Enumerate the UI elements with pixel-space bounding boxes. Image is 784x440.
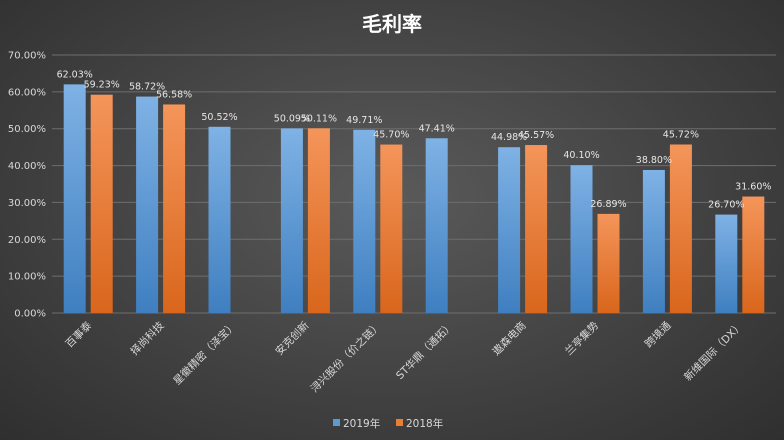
data-label: 44.98% [491,132,527,143]
chart-title: 毛利率 [362,12,422,36]
legend-label-2018: 2018年 [406,417,443,430]
legend-swatch-2019 [333,419,340,426]
data-label: 26.89% [590,199,626,210]
data-label: 45.57% [518,130,554,141]
data-label-layer: 62.03%59.23% 58.72%56.58% 50.52% 50.09%50.1… [57,69,772,210]
bar-2018 [307,128,330,313]
bar-2019 [425,138,448,313]
bar-2018 [669,144,692,313]
bar-2018 [163,104,186,314]
bar-2019 [136,96,159,313]
data-label: 50.09% [274,113,310,124]
bar-2018 [380,144,403,313]
data-label: 56.58% [156,89,192,100]
bar-2019 [570,165,593,313]
bar-2018 [597,213,620,313]
y-tick-label: 0.00% [14,309,46,320]
data-label: 26.70% [708,200,744,211]
data-label: 50.52% [201,112,237,123]
bar-2019 [642,169,665,313]
y-tick-label: 70.00% [8,51,46,62]
y-tick-label: 20.00% [8,235,46,246]
y-tick-label: 60.00% [8,87,46,98]
legend: 2019年 2018年 [333,417,443,430]
data-label: 47.41% [419,123,455,134]
data-label: 58.72% [129,82,165,93]
x-tick-label: 安克创新 [273,319,312,358]
y-tick-label: 10.00% [8,272,46,283]
x-tick-label: 兰亭集势 [562,319,601,358]
bar-layer [63,84,765,314]
data-label: 50.11% [301,113,337,124]
data-label: 49.71% [346,115,382,126]
data-label: 31.60% [735,182,771,193]
bar-2019 [715,214,738,313]
bar-2019 [63,84,86,313]
data-label: 45.70% [373,130,409,141]
bar-2018 [525,145,548,313]
bar-2019 [208,126,231,313]
x-tick-label: ST华鼎（通拓） [393,319,456,382]
x-tick-label: 百事泰 [63,319,95,351]
data-label: 45.72% [663,129,699,140]
x-tick-label: 遨森电商 [490,319,529,358]
x-tick-label: 浔兴股份（价之链） [308,319,384,395]
x-tick-label: 新维国际（DX） [681,319,746,384]
legend-swatch-2018 [396,419,403,426]
data-label: 40.10% [563,150,599,161]
legend-label-2019: 2019年 [343,417,380,430]
bar-2019 [280,128,303,313]
x-tick-label: 跨境通 [642,319,674,351]
y-tick-label: 50.00% [8,124,46,135]
y-tick-label: 30.00% [8,198,46,209]
bar-2019 [353,129,376,313]
data-label: 59.23% [84,80,120,91]
x-tick-label: 择尚科技 [128,319,167,358]
bar-2019 [498,147,521,313]
data-label: 62.03% [57,69,93,80]
bar-2018 [742,196,765,313]
data-label: 38.80% [636,155,672,166]
bar-2018 [90,94,113,313]
x-tick-label: 星徽精密（泽宝） [171,319,240,388]
y-tick-label: 40.00% [8,161,46,172]
